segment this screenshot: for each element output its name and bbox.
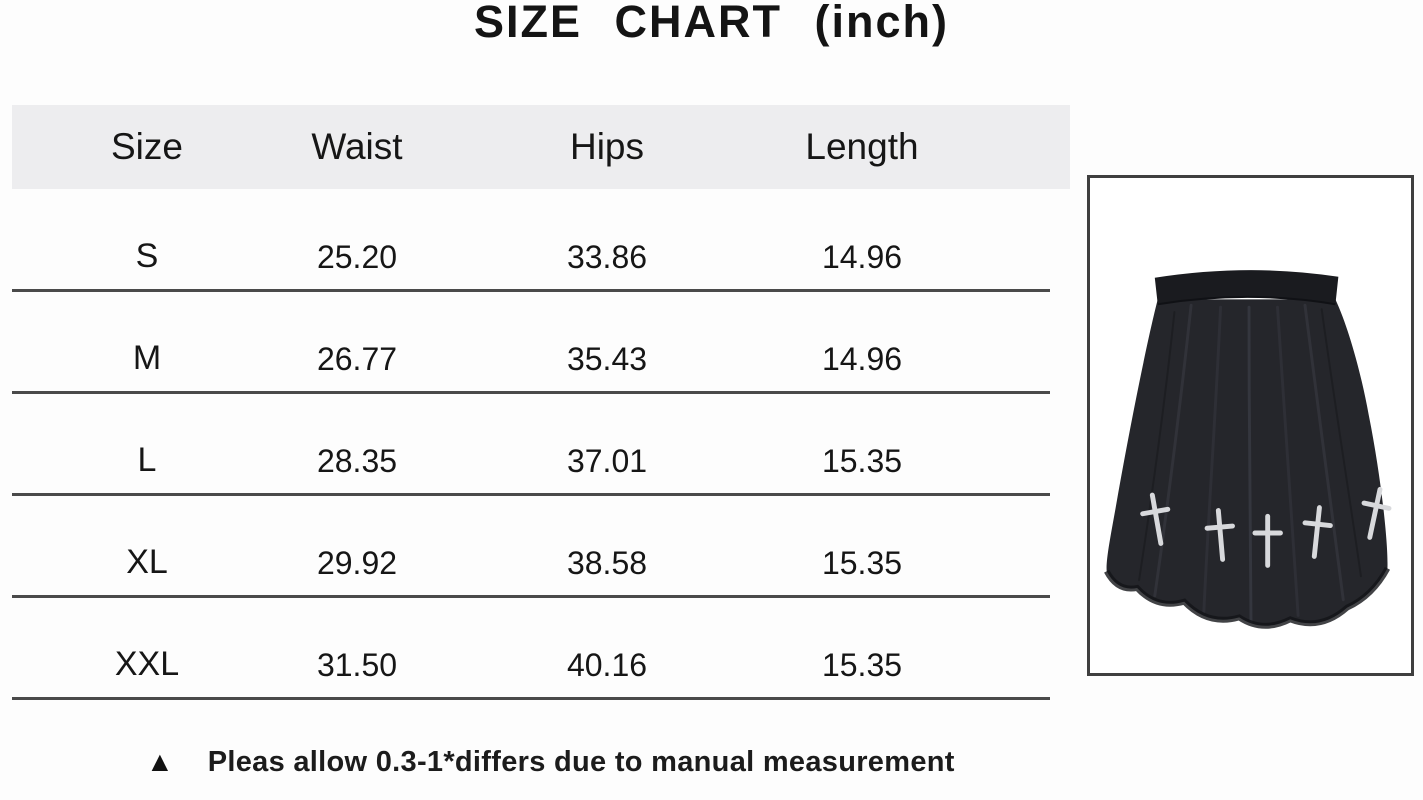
cross-icon [1302, 505, 1333, 559]
column-header-length: Length [805, 126, 919, 167]
cross-icon [1361, 486, 1392, 540]
measurement-note: ▲ Pleas allow 0.3-1*differs due to manua… [146, 742, 955, 782]
column-header-hips: Hips [569, 126, 645, 167]
table-row: S 25.20 33.86 14.96 [12, 190, 1050, 292]
hips-value: 35.43 [566, 341, 648, 377]
length-value: 14.96 [821, 239, 903, 275]
table-row: M 26.77 35.43 14.96 [12, 292, 1050, 394]
hem-shadow [1104, 566, 1391, 629]
waist-seam [1157, 295, 1336, 306]
measurement-note-text: Pleas allow 0.3-1*differs due to manual … [207, 745, 955, 778]
size-label: XXL [114, 645, 180, 683]
cross-icon [1204, 508, 1235, 562]
skirt-waistband [1154, 270, 1339, 305]
size-label: XL [126, 543, 168, 581]
table-header-row: Size Waist Hips Length [12, 105, 1070, 189]
hips-value: 33.86 [566, 239, 648, 275]
length-value: 15.35 [821, 545, 903, 581]
hips-value: 40.16 [566, 647, 648, 683]
skirt-body [1106, 299, 1388, 626]
cross-icon [1252, 513, 1283, 568]
page-title: SIZE CHART (inch) [474, 0, 949, 47]
cross-icon [1140, 492, 1171, 546]
hips-value: 37.01 [566, 443, 648, 479]
table-row: L 28.35 37.01 15.35 [12, 394, 1050, 496]
waist-value: 31.50 [316, 647, 398, 683]
hips-value: 38.58 [566, 545, 648, 581]
pleat-lines [1138, 303, 1362, 623]
length-value: 15.35 [821, 443, 903, 479]
length-value: 15.35 [821, 647, 903, 683]
column-header-size: Size [111, 126, 183, 167]
size-label: M [132, 339, 162, 377]
table-row: XXL 31.50 40.16 15.35 [12, 598, 1050, 700]
size-label: S [135, 237, 159, 275]
cross-embroidery-row [1140, 486, 1392, 568]
column-header-waist: Waist [311, 126, 403, 167]
waist-value: 28.35 [316, 443, 398, 479]
waist-value: 26.77 [316, 341, 398, 377]
waist-value: 29.92 [316, 545, 398, 581]
size-table-body: S 25.20 33.86 14.96 M 26.77 35.43 14.96 … [12, 190, 1050, 700]
warning-triangle-icon: ▲ [146, 746, 174, 777]
length-value: 14.96 [821, 341, 903, 377]
table-row: XL 29.92 38.58 15.35 [12, 496, 1050, 598]
product-photo-frame [1087, 175, 1414, 676]
waist-value: 25.20 [316, 239, 398, 275]
skirt-image [1104, 270, 1392, 629]
size-label: L [137, 441, 157, 479]
